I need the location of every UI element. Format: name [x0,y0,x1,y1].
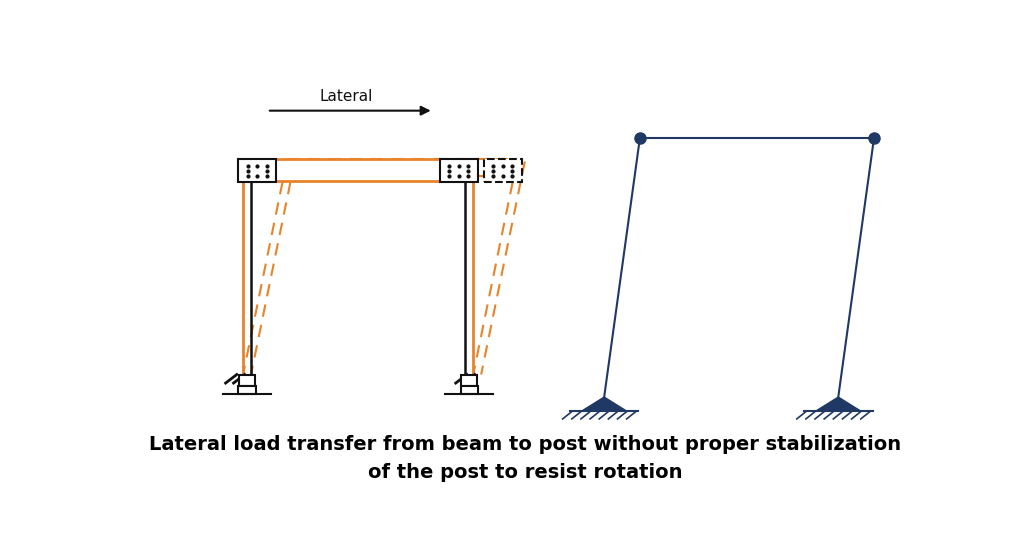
Bar [239,375,255,386]
Text: Lateral: Lateral [319,89,373,104]
Bar [239,386,256,394]
Text: Lateral load transfer from beam to post without proper stabilization
of the post: Lateral load transfer from beam to post … [148,435,901,482]
Bar [483,159,521,182]
Bar [440,159,478,182]
Polygon shape [582,397,627,411]
Bar [243,159,473,181]
Polygon shape [815,397,861,411]
Bar [461,386,478,394]
Bar [239,159,276,182]
Bar [461,375,477,386]
